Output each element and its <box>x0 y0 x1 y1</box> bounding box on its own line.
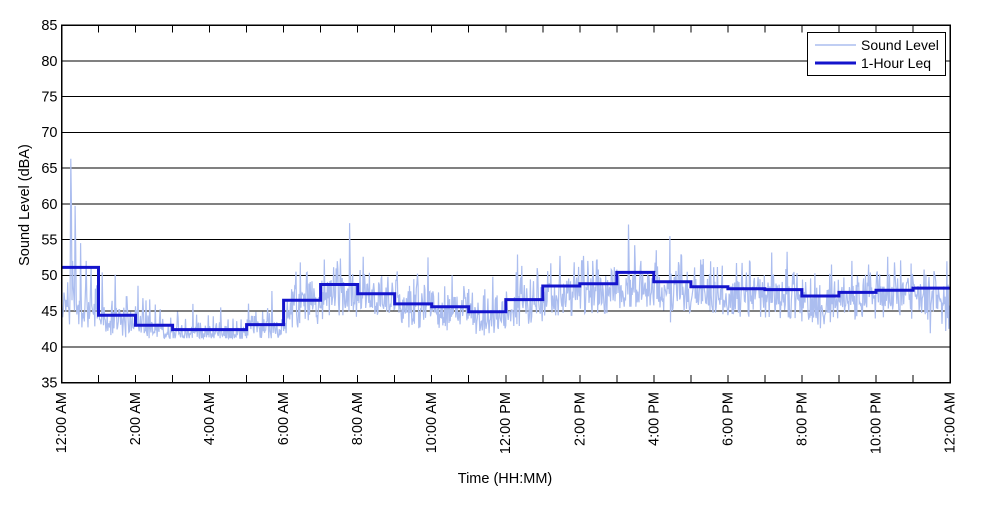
svg-text:6:00 AM: 6:00 AM <box>276 392 292 445</box>
svg-text:35: 35 <box>41 376 57 392</box>
svg-text:85: 85 <box>41 18 57 34</box>
svg-text:Sound Level (dBA): Sound Level (dBA) <box>17 144 33 266</box>
svg-text:4:00 PM: 4:00 PM <box>646 392 662 446</box>
svg-text:12:00 AM: 12:00 AM <box>943 392 959 453</box>
svg-text:6:00 PM: 6:00 PM <box>720 392 736 446</box>
svg-text:40: 40 <box>41 340 57 356</box>
svg-text:10:00 PM: 10:00 PM <box>869 392 885 454</box>
svg-text:Time (HH:MM): Time (HH:MM) <box>458 471 553 487</box>
svg-text:45: 45 <box>41 304 57 320</box>
svg-text:65: 65 <box>41 161 57 177</box>
svg-text:75: 75 <box>41 90 57 106</box>
svg-text:70: 70 <box>41 125 57 141</box>
svg-text:2:00 AM: 2:00 AM <box>128 392 144 445</box>
svg-text:10:00 AM: 10:00 AM <box>424 392 440 453</box>
svg-text:8:00 AM: 8:00 AM <box>350 392 366 445</box>
svg-text:8:00 PM: 8:00 PM <box>794 392 810 446</box>
svg-text:4:00 AM: 4:00 AM <box>202 392 218 445</box>
svg-text:1-Hour Leq: 1-Hour Leq <box>861 55 931 71</box>
svg-text:Sound Level: Sound Level <box>861 37 939 53</box>
svg-text:50: 50 <box>41 268 57 284</box>
svg-text:12:00 AM: 12:00 AM <box>54 392 70 453</box>
svg-text:55: 55 <box>41 233 57 249</box>
svg-text:2:00 PM: 2:00 PM <box>572 392 588 446</box>
svg-text:12:00 PM: 12:00 PM <box>498 392 514 454</box>
svg-text:60: 60 <box>41 197 57 213</box>
svg-text:80: 80 <box>41 54 57 70</box>
